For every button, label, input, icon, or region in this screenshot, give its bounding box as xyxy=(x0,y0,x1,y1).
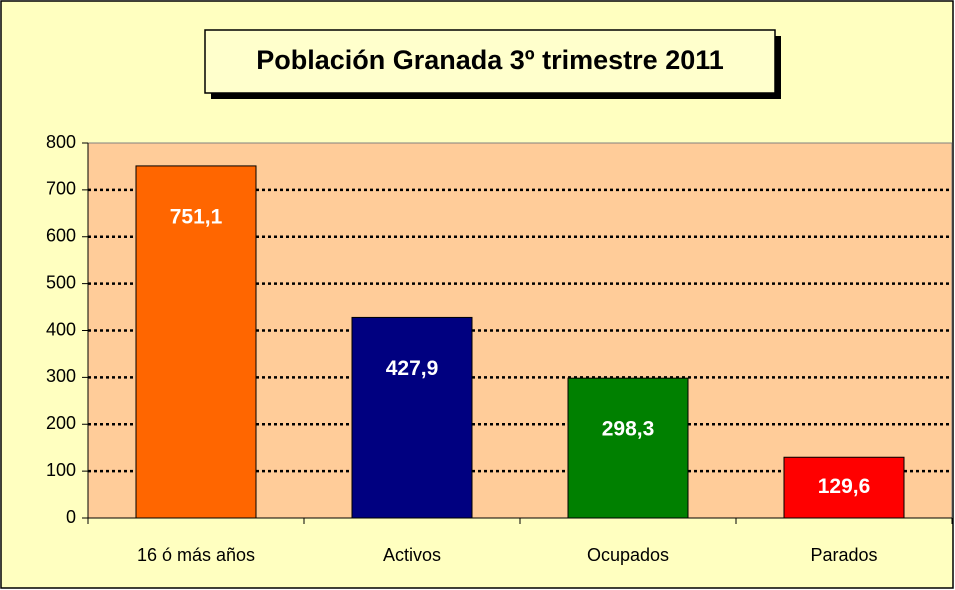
chart-title: Población Granada 3º trimestre 2011 xyxy=(256,45,724,75)
bar xyxy=(351,316,473,519)
y-tick-label: 400 xyxy=(46,319,76,339)
y-tick-label: 500 xyxy=(46,272,76,292)
bar xyxy=(567,377,689,519)
x-tick-label: 16 ó más años xyxy=(137,545,255,565)
y-tick-label: 0 xyxy=(66,507,76,527)
y-tick-label: 300 xyxy=(46,366,76,386)
y-tick-label: 800 xyxy=(46,132,76,152)
y-tick-label: 700 xyxy=(46,179,76,199)
bar xyxy=(135,165,257,519)
value-label: 129,6 xyxy=(818,475,871,498)
x-tick-label: Activos xyxy=(383,545,441,565)
y-tick-label: 100 xyxy=(46,460,76,480)
value-label: 298,3 xyxy=(602,418,655,441)
x-tick-label: Parados xyxy=(810,545,877,565)
value-label: 427,9 xyxy=(386,357,439,380)
marks: 751,1 427,9 298,3 129,6 xyxy=(135,165,905,519)
title-box xyxy=(204,29,776,94)
y-tick-label: 600 xyxy=(46,226,76,246)
x-tick-label: Ocupados xyxy=(587,545,669,565)
value-label: 751,1 xyxy=(170,205,223,228)
y-tick-label: 200 xyxy=(46,413,76,433)
bar xyxy=(783,456,905,519)
